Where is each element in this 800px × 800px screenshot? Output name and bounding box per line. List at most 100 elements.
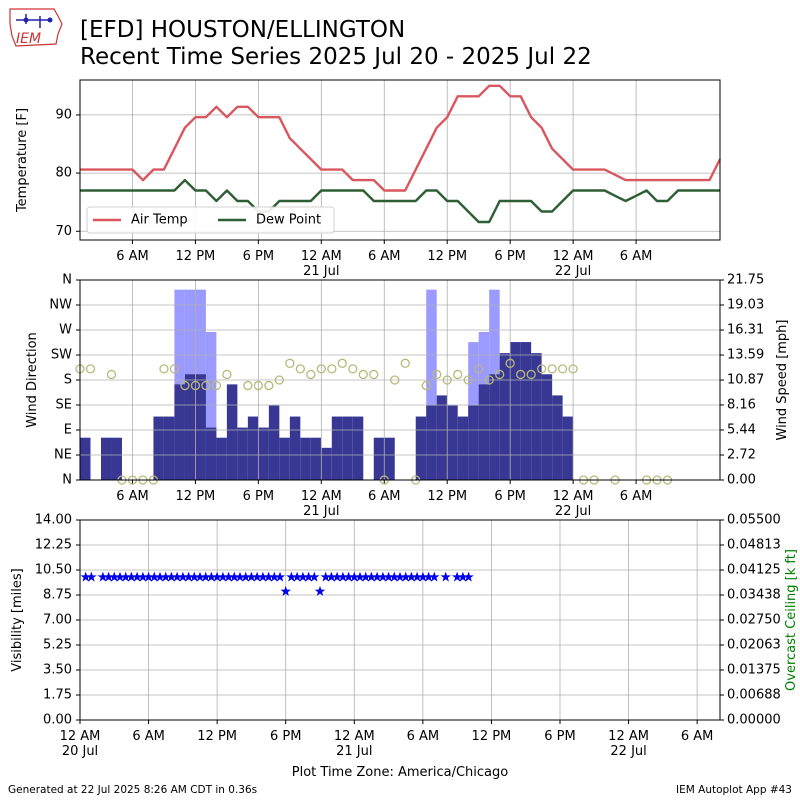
visibility-marker (423, 571, 434, 582)
visibility-marker (411, 571, 423, 582)
visibility-marker (80, 571, 91, 582)
wind-speed-bar (562, 416, 574, 480)
wind-speed-bar (489, 374, 500, 480)
temp-x-tick-label: 21 Jul (303, 264, 339, 279)
vis-x-axis-label: Plot Time Zone: America/Chicago (292, 765, 508, 780)
wind-speed-bar (174, 384, 185, 480)
visibility-marker (229, 571, 240, 582)
visibility-marker (206, 571, 217, 582)
wind-direction-marker (201, 380, 211, 391)
wind-speed-bar (520, 342, 532, 480)
wind-speed-bar (216, 437, 227, 480)
wind-speed-tick-label: 21.75 (727, 273, 764, 288)
visibility-marker (314, 585, 326, 596)
ceiling-tick-label: 0.05500 (727, 513, 781, 528)
wind-direction-marker (369, 369, 379, 380)
wind-speed-bar (373, 437, 385, 480)
wind-direction-marker (453, 369, 463, 380)
wind-speed-bar (552, 395, 563, 480)
wind-speed-bar (352, 416, 364, 480)
wind-speed-bar (436, 395, 448, 480)
visibility-marker (303, 571, 314, 582)
ceiling-tick-label: 0.01375 (727, 663, 781, 678)
wind-direction-tick-label: SW (51, 348, 72, 363)
visibility-marker (360, 571, 371, 582)
visibility-marker (457, 571, 469, 582)
wind-speed-bar (226, 384, 238, 480)
logo-text: IEM (16, 31, 41, 47)
wind-speed-bar (163, 416, 175, 480)
wind-direction-tick-label: E (64, 423, 72, 438)
visibility-marker (354, 571, 366, 582)
visibility-marker (120, 571, 131, 582)
visibility-marker (194, 571, 206, 582)
visibility-marker (166, 571, 177, 582)
vis-x-tick-label: 12 PM (472, 729, 512, 744)
ceiling-tick-label: 0.04125 (727, 563, 781, 578)
visibility-marker (160, 571, 171, 582)
vis-x-tick-label: 22 Jul (610, 744, 646, 759)
wind-speed-bar (457, 416, 469, 480)
wind-speed-bar (342, 416, 353, 480)
wind-speed-bar (499, 353, 511, 480)
wind-direction-marker (285, 358, 295, 368)
wind-direction-marker (264, 380, 274, 391)
wind-direction-marker (348, 364, 358, 374)
wind-speed-bar (247, 416, 259, 480)
temp-y-axis-label: Temperature [F] (15, 108, 30, 213)
visibility-marker (286, 571, 297, 582)
visibility-marker (320, 571, 331, 582)
visibility-marker (429, 571, 440, 582)
visibility-marker (97, 571, 109, 582)
wind-speed-bar (321, 447, 332, 480)
visibility-marker (171, 571, 183, 582)
wind-speed-tick-label: 0.00 (727, 473, 756, 488)
wind-direction-marker (106, 369, 117, 380)
wind-direction-tick-label: NE (54, 448, 72, 463)
vis-x-tick-label: 6 AM (407, 729, 440, 744)
visibility-marker (109, 571, 120, 582)
visibility-marker (211, 571, 223, 582)
wind-axes-frame (79, 279, 721, 481)
wind-speed-bar (478, 384, 490, 480)
wind-x-tick-label: 6 PM (243, 489, 274, 504)
visibility-marker (451, 571, 463, 582)
wind-speed-bar (258, 427, 269, 480)
temp-x-tick-label: 6 PM (243, 249, 274, 264)
wind-speed-bar (237, 427, 248, 480)
visibility-marker (326, 571, 337, 582)
wind-direction-marker (526, 369, 536, 380)
wind-speed-tick-label: 13.59 (727, 348, 764, 363)
visibility-marker (280, 585, 291, 596)
visibility-marker (189, 571, 200, 582)
vis-x-tick-label: 6 PM (270, 729, 301, 744)
visibility-marker (274, 571, 286, 582)
wind-direction-tick-label: SE (56, 398, 72, 413)
visibility-marker (297, 571, 309, 582)
vis-y-tick-label: 10.50 (35, 563, 72, 578)
footer-app: IEM Autoplot App #43 (676, 784, 792, 796)
wind-direction-marker (306, 369, 316, 380)
temp-y-tick-label: 80 (55, 166, 72, 181)
wind-direction-marker (337, 358, 347, 368)
wind-speed-bar (510, 342, 521, 480)
visibility-marker (263, 571, 274, 582)
wind-speed-tick-label: 2.72 (727, 447, 756, 462)
temp-y-tick-label: 90 (55, 107, 72, 122)
visibility-marker (149, 571, 160, 582)
wind-direction-marker (190, 380, 201, 391)
wind-speed-bar (415, 416, 427, 480)
vis-x-tick-label: 6 AM (132, 729, 165, 744)
wind-speed-bar (195, 374, 206, 480)
wind-direction-marker (159, 364, 169, 374)
wind-x-tick-label: 22 Jul (555, 504, 591, 519)
wind-speed-tick-label: 10.87 (727, 373, 764, 388)
wind-direction-marker (327, 364, 337, 374)
visibility-marker (143, 571, 154, 582)
visibility-marker (251, 571, 263, 582)
wind-speed-bar (100, 437, 112, 480)
visibility-marker (246, 571, 257, 582)
vis-x-tick-label: 12 PM (197, 729, 237, 744)
